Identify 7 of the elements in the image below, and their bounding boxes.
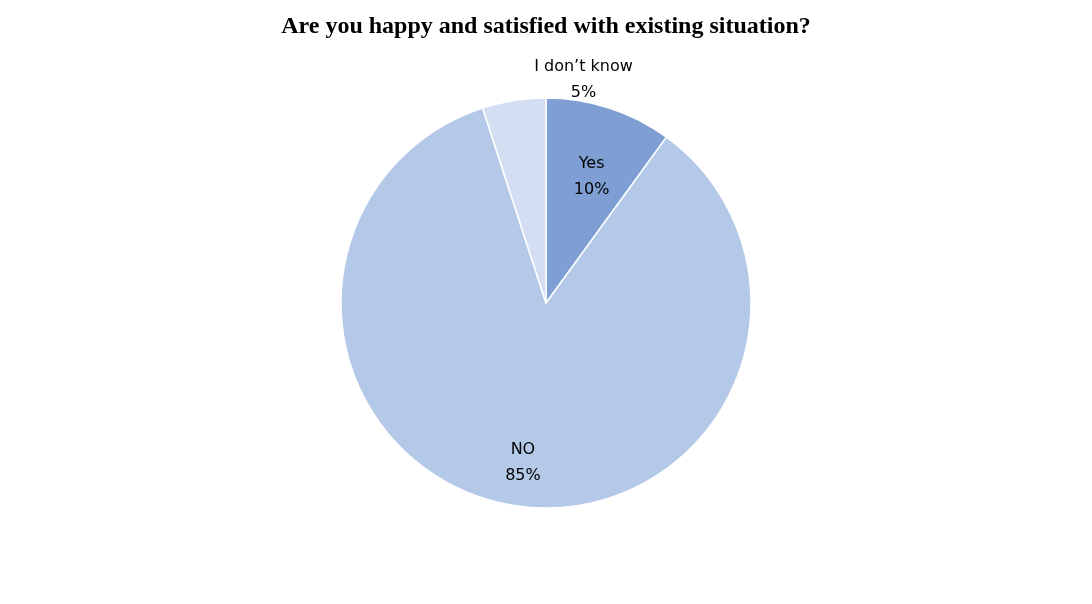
slice-label: I don’t know (534, 56, 633, 76)
slice-label: NO (510, 438, 536, 458)
data-label: 85% (505, 464, 541, 484)
data-label: 5% (570, 82, 597, 102)
data-label: 10% (573, 178, 610, 198)
chart-title: Are you happy and satisfied with existing situation? (281, 12, 811, 38)
slice-label: Yes (577, 152, 605, 172)
